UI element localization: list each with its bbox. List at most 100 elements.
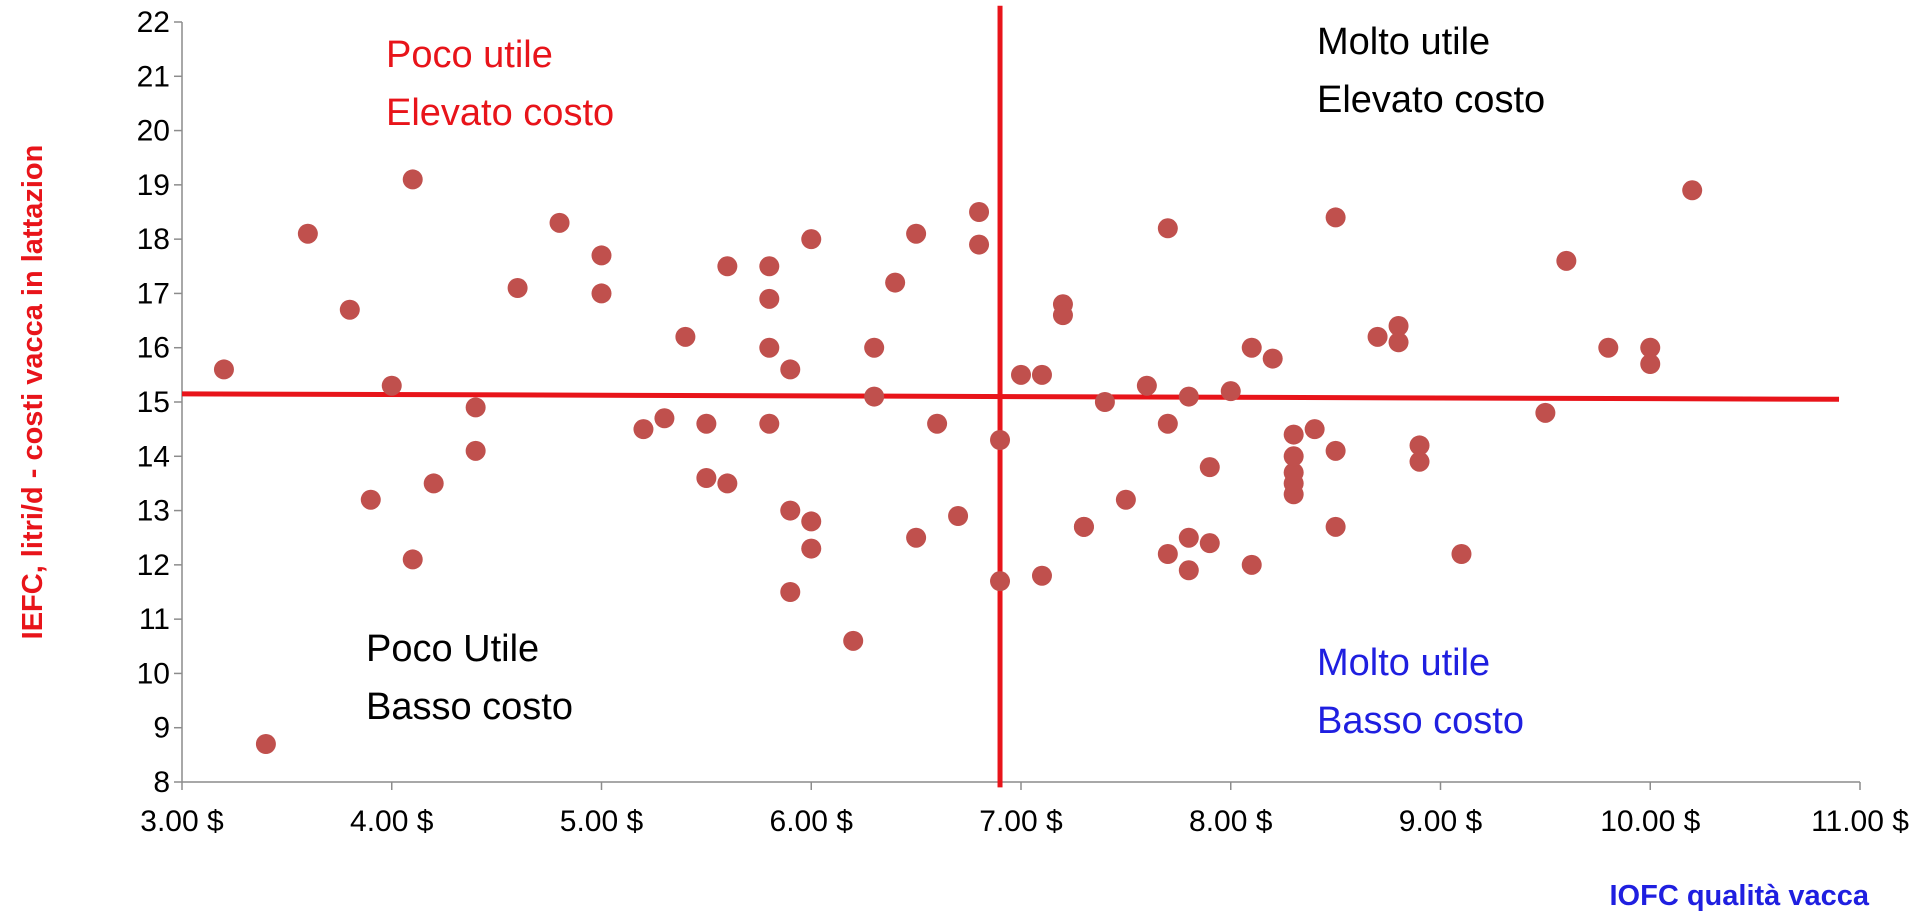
y-tick-label: 14: [137, 440, 170, 473]
data-point: [1199, 533, 1220, 554]
data-point: [1325, 207, 1346, 228]
y-tick-label: 11: [139, 603, 170, 636]
data-point: [465, 440, 486, 461]
data-point: [1052, 305, 1073, 326]
horizontal-reference-line: [181, 391, 1840, 402]
y-tick-label: 8: [153, 766, 170, 799]
data-point: [1640, 337, 1661, 358]
data-point: [654, 408, 675, 429]
data-point: [696, 468, 717, 488]
y-tick-label: 10: [137, 657, 170, 690]
x-tick-label: 10.00 $: [1600, 805, 1700, 838]
data-point: [906, 527, 927, 548]
data-point: [780, 500, 801, 521]
data-point: [1241, 337, 1262, 358]
y-tick-label: 17: [137, 277, 170, 310]
y-axis-label: IEFC, litri/d - costi vacca in lattazion: [17, 145, 49, 640]
data-point: [780, 359, 801, 380]
data-point: [549, 212, 570, 233]
data-point: [1262, 348, 1283, 369]
data-point: [759, 288, 780, 309]
data-point: [1241, 554, 1262, 575]
data-point: [465, 397, 486, 418]
data-point: [1283, 424, 1304, 445]
data-point: [423, 473, 444, 494]
x-tick-label: 9.00 $: [1399, 805, 1483, 838]
data-point: [1640, 354, 1661, 374]
data-point: [1556, 250, 1577, 271]
data-point: [255, 734, 276, 754]
data-point: [1178, 386, 1199, 407]
data-point: [591, 245, 612, 266]
data-point: [1157, 413, 1178, 434]
reference-lines: [181, 5, 1840, 788]
data-point: [948, 506, 969, 526]
data-point: [1031, 565, 1052, 586]
quadrant-label-bottom-left: Basso costo: [366, 686, 573, 728]
quadrant-label-top-left: Poco utile: [386, 34, 553, 76]
data-point: [1094, 392, 1115, 412]
x-tick-label: 11.00 $: [1811, 805, 1909, 838]
data-point: [990, 571, 1011, 592]
data-point: [1304, 419, 1325, 440]
data-point: [696, 413, 717, 434]
data-point: [633, 419, 654, 440]
data-point: [339, 299, 360, 320]
data-point: [402, 549, 423, 570]
data-point: [213, 359, 234, 380]
data-point: [717, 256, 738, 277]
data-point: [1409, 451, 1430, 472]
data-point: [1031, 364, 1052, 385]
data-point: [402, 169, 423, 190]
quadrant-label-bottom-right: Basso costo: [1317, 700, 1524, 742]
y-tick-label: 21: [137, 60, 170, 93]
data-point: [801, 538, 822, 559]
data-point: [1178, 527, 1199, 548]
data-point: [1388, 316, 1409, 336]
data-point: [1178, 560, 1199, 581]
data-point: [1388, 332, 1409, 353]
y-tick-label: 15: [137, 386, 170, 419]
data-point: [1220, 381, 1241, 402]
data-point: [906, 223, 927, 244]
y-tick-label: 22: [137, 6, 170, 39]
data-point: [1535, 402, 1556, 423]
x-axis-label: IOFC qualità vacca: [1610, 880, 1870, 912]
quadrant-label-top-right: Molto utile: [1317, 21, 1490, 63]
data-point: [1157, 544, 1178, 564]
data-point: [1199, 457, 1220, 478]
data-point: [759, 413, 780, 434]
y-tick-label: 19: [137, 169, 170, 202]
data-point: [1115, 489, 1136, 510]
x-tick-label: 7.00 $: [979, 805, 1063, 838]
data-point: [864, 337, 885, 358]
y-tick-label: 16: [137, 332, 170, 365]
data-point: [759, 256, 780, 277]
data-point: [927, 413, 948, 434]
data-point: [1011, 364, 1031, 385]
data-point: [843, 630, 864, 651]
axes: 8 9 10 11 12 13 14 15 16 17 18 19 20 21 22 3.00 $ 4.00 $…: [137, 6, 1910, 838]
data-point: [591, 283, 612, 304]
quadrant-labels: Poco utile Elevato costo Molto utile Elevat…: [366, 21, 1545, 742]
data-point: [717, 473, 738, 494]
x-tick-label: 5.00 $: [560, 805, 644, 838]
x-tick-label: 4.00 $: [350, 805, 434, 838]
data-point: [1325, 440, 1346, 461]
data-point: [360, 489, 381, 510]
data-point: [969, 234, 990, 255]
data-point: [381, 375, 402, 396]
data-point: [1598, 337, 1619, 358]
data-point: [507, 278, 528, 298]
data-point: [1682, 180, 1703, 201]
data-points: [213, 169, 1703, 754]
data-point: [675, 326, 696, 347]
y-tick-label: 13: [137, 495, 170, 528]
data-point: [1409, 435, 1430, 456]
data-point: [1367, 326, 1388, 347]
x-tick-label: 3.00 $: [140, 805, 224, 838]
data-point: [297, 223, 318, 244]
data-point: [1283, 473, 1304, 494]
data-point: [780, 582, 801, 602]
